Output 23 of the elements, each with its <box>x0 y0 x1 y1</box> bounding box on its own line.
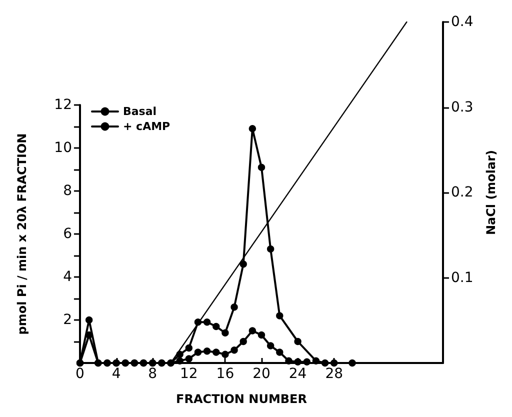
y-tick-label: 10 <box>54 140 72 156</box>
y2-tick-label: 0.4 <box>451 14 474 30</box>
y2-tick-label: 0.2 <box>451 184 474 200</box>
legend-label: + cAMP <box>123 120 170 133</box>
x-tick-label: 20 <box>252 366 270 382</box>
x-tick-label: 28 <box>325 366 344 382</box>
x-tick-label: 16 <box>216 366 234 382</box>
y-tick-label: 8 <box>63 183 72 199</box>
y-tick-label: 2 <box>63 312 72 328</box>
y-tick-label: 12 <box>54 97 72 113</box>
y2-tick-label: 0.3 <box>451 99 474 116</box>
x-tick-label: 4 <box>112 366 121 382</box>
x-axis-title: FRACTION NUMBER <box>176 392 307 406</box>
x-tick-label: 0 <box>76 366 84 382</box>
x-tick-label: 8 <box>148 366 158 382</box>
y-tick-label: 4 <box>63 269 72 285</box>
x-tick-label: 12 <box>180 366 198 382</box>
y-axis-title: pmol Pi / min x 20λ FRACTION <box>15 133 29 335</box>
legend-label: Basal <box>123 105 157 118</box>
y2-tick-label: 0.1 <box>451 270 474 286</box>
x-tick-label: 24 <box>288 366 307 382</box>
y-tick-label: 6 <box>63 226 72 242</box>
y2-axis-title: NaCl (molar) <box>484 150 498 236</box>
